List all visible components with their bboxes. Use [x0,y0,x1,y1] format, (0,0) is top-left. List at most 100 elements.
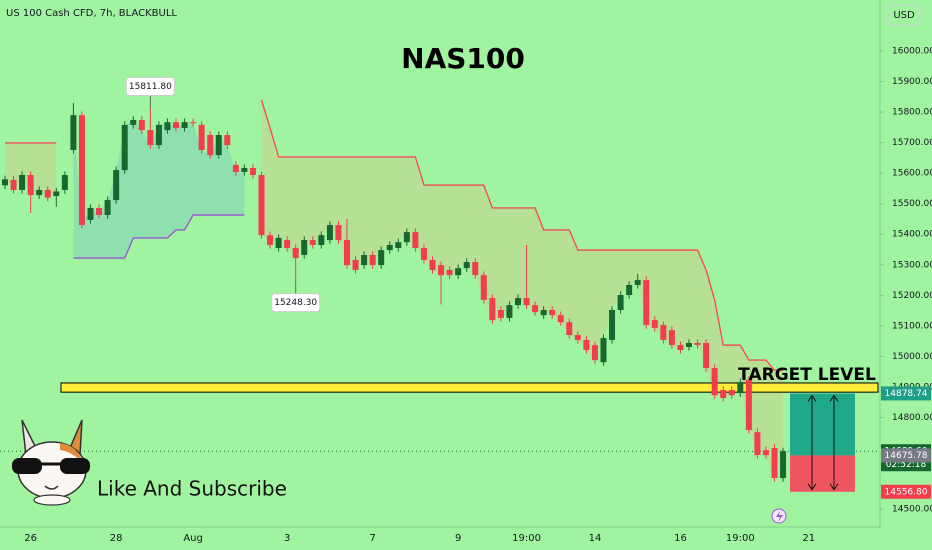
arrow-head [829,483,839,491]
candle-body [420,247,427,260]
candle-body [446,269,453,276]
currency[interactable]: USD [893,10,915,21]
candle-body [754,432,761,456]
candle-body [241,167,248,172]
candle-body [429,259,436,270]
candle-body [472,262,479,276]
cat-icon [12,419,90,506]
price-label: 14675.78 [885,451,928,461]
candle-body [574,335,581,340]
candle-body [215,134,222,156]
price-label-box [881,448,931,463]
candle-body [87,207,94,220]
arrow-head [807,394,817,402]
x-tick-label: 19:00 [726,533,755,544]
candle-body [44,189,51,198]
candle-body [617,295,624,310]
y-tick-label: 15900.00 [892,77,932,87]
candle-body [660,324,667,340]
band-line [73,214,245,259]
loss-zone [790,455,855,492]
band-line [260,99,784,371]
candle-body [591,345,598,361]
event-icon-bolt [776,511,783,522]
candle-body [10,179,17,190]
candle-body [489,298,496,321]
candle-body [113,170,120,201]
candle-body [583,339,590,350]
candle-body [61,175,68,190]
candle-body [27,175,34,196]
candle-body [190,122,197,124]
annotation: TARGET LEVEL [738,365,876,385]
candle-body [344,240,350,266]
price-label-box [881,386,931,401]
x-tick-label: 7 [369,533,375,544]
target-zone [60,382,879,393]
candle-body [463,262,470,269]
candle-body [711,368,718,396]
header: US 100 Cash CFD, 7h, BLACKBULL [6,8,177,19]
candle-body [155,124,162,146]
y-tick-label: 14500.00 [892,505,932,515]
x-tick-label: 16 [674,533,687,544]
candle-body [762,450,769,456]
candle-body [523,298,530,306]
candle-body [506,305,513,318]
candle-body [352,259,359,270]
candle-body [540,309,547,316]
arrow-head [829,394,839,402]
candle-body [694,342,701,346]
candle-body [138,120,145,131]
candle-body [96,207,103,216]
candle-body [737,382,744,394]
candle-body [515,298,521,306]
y-tick-label: 15800.00 [892,108,932,118]
profit-zone [790,393,855,456]
candle-body [600,338,607,363]
candle-body [497,309,504,318]
candle-body [130,120,137,125]
candle-body [19,175,26,190]
candle-body [651,320,658,329]
candle-body [455,268,462,276]
candle-body [301,240,308,256]
candle-body [53,191,60,197]
candle-body [198,124,205,150]
y-tick-label: 15600.00 [892,169,932,179]
x-tick-label: 9 [455,533,461,544]
candle-body [147,130,154,146]
candle-body [532,305,539,313]
candle-body [771,448,778,478]
candle-body [626,284,633,296]
candle-body [249,167,256,175]
price-label: 14878.74 [885,389,928,399]
candle-body [284,240,291,248]
countdown: 02:52:18 [886,460,927,470]
band-fill [261,99,784,478]
candle-body [378,250,385,266]
candle-body [386,244,393,251]
candle-body [78,115,85,226]
candle-body [566,322,573,336]
candle-body [258,175,265,236]
candle-body [643,280,650,325]
y-tick-label: 16000.00 [892,47,932,57]
plot: 15811.80 15248.30 [0,76,880,492]
candle-body [677,345,684,350]
callout-label: 15248.30 [274,298,317,308]
candle-body [292,247,299,259]
candle-body [36,189,43,196]
currency-box[interactable] [887,4,921,26]
candle-body [549,309,556,316]
price-label-box [881,484,931,499]
candle-body [720,390,727,398]
chart-title: NAS100 [401,42,525,75]
y-tick-label: 15400.00 [892,230,932,240]
candle-body [2,179,8,186]
x-tick-label: 26 [24,533,37,544]
candle-body [232,164,239,172]
candle-body [438,265,445,276]
x-tick-label: 28 [110,533,123,544]
